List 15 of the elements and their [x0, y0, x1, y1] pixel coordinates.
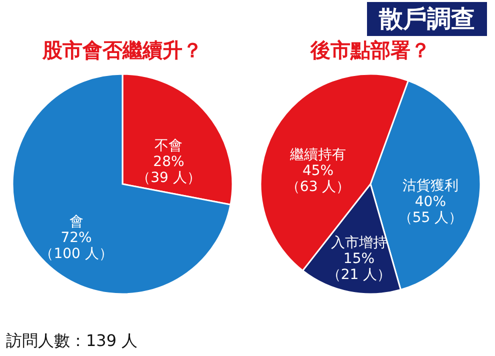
data-label: 72% （100 人）	[40, 230, 113, 262]
text: 訪問人數：139 人	[6, 331, 138, 352]
text: 散戶調查	[367, 2, 487, 36]
slice-label: 會	[69, 214, 84, 230]
chart-title: 後市點部署？	[310, 38, 430, 62]
chart-title: 股市會否繼續升？	[42, 38, 202, 62]
slice-label: 沽貨獲利	[402, 178, 458, 194]
data-label: 28% （39 人）	[136, 154, 201, 186]
pie-slice	[12, 73, 232, 295]
data-label: 40% （55 人）	[398, 194, 463, 226]
data-label: 15% （21 人）	[326, 250, 392, 283]
slice-label: 入市增持	[330, 234, 387, 251]
data-label: 45% （63 人）	[286, 162, 350, 195]
slice-label: 繼續持有	[289, 146, 346, 163]
slice-label: 不會	[154, 138, 183, 154]
